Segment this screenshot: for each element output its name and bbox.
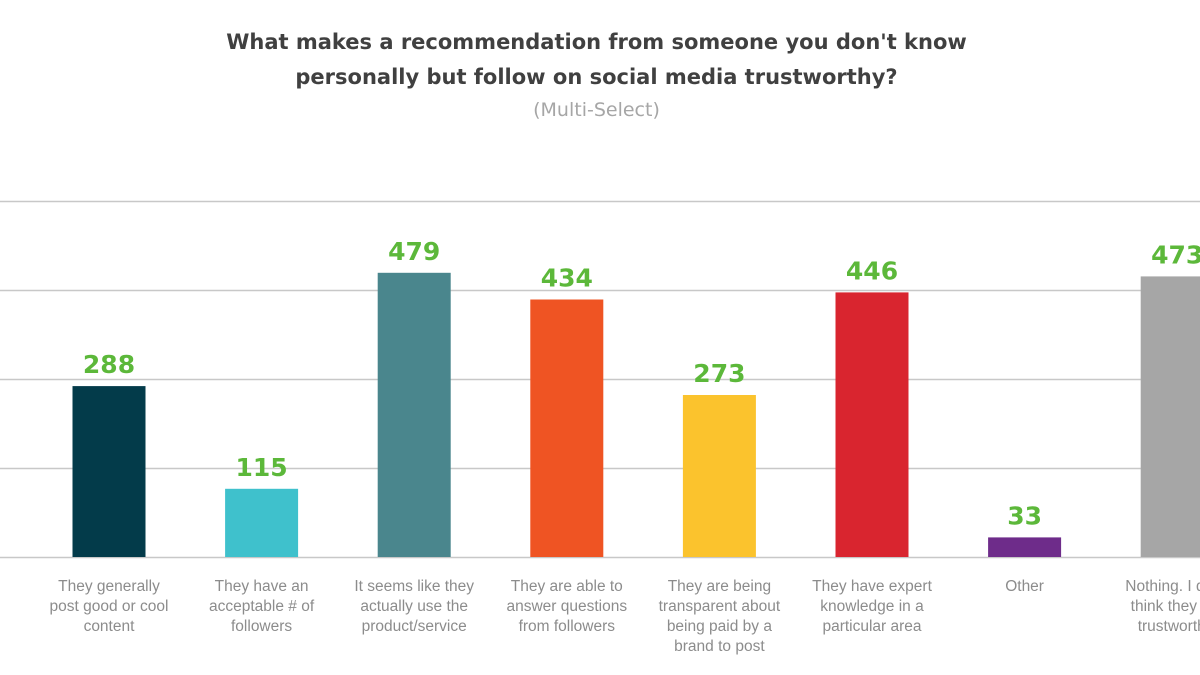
category-label-line: knowledge in a — [820, 598, 924, 615]
category-label-line: They have expert — [812, 578, 932, 595]
category-label-line: think they are — [1130, 598, 1200, 615]
chart-subtitle: (Multi-Select) — [533, 99, 660, 121]
bar-value-label: 115 — [236, 453, 288, 482]
bar — [530, 299, 604, 557]
category-label: They are able to answer questions from fol… — [492, 577, 642, 637]
category-label-line: followers — [231, 618, 293, 635]
bar-value-label: 273 — [693, 359, 745, 388]
category-label-line: being paid by a — [666, 618, 772, 635]
category-label-line: answer questions — [506, 598, 628, 615]
category-label-line: They generally — [58, 578, 160, 595]
category-label-line: product/service — [361, 618, 467, 635]
category-label-line: They are able to — [510, 578, 623, 595]
bar — [377, 272, 451, 557]
category-label: It seems like they actually use the produc… — [339, 577, 489, 637]
category-label-line: particular area — [822, 618, 922, 635]
category-label-line: transparent about — [658, 598, 781, 615]
category-label: They are being transparent about being pai… — [644, 577, 794, 657]
category-label: Nothing. I don't think they are trustworth… — [1102, 577, 1200, 637]
category-label-line: content — [83, 618, 135, 635]
category-label: Other — [950, 577, 1100, 597]
category-label-line: from followers — [518, 618, 616, 635]
bar-value-label: 288 — [83, 350, 135, 379]
category-label-line: actually use the — [360, 598, 469, 615]
bar-value-label: 33 — [1007, 501, 1042, 530]
bar — [988, 537, 1062, 557]
category-label-line: Nothing. I don't — [1125, 578, 1200, 595]
category-label-line: post good or cool — [49, 598, 169, 615]
bar-value-label: 446 — [846, 256, 898, 285]
category-label: They generally post good or cool content — [34, 577, 184, 637]
category-label-line: Other — [1005, 578, 1044, 595]
bar-value-label: 434 — [541, 264, 593, 293]
category-label: They have expert knowledge in a particular… — [797, 577, 947, 637]
category-label-line: They are being — [667, 578, 772, 595]
category-label-line: acceptable # of — [209, 598, 315, 615]
bar — [1140, 276, 1200, 557]
bar — [835, 292, 909, 557]
bar-value-label: 479 — [388, 237, 440, 266]
category-label-line: brand to post — [674, 638, 765, 655]
category-label-line: trustworthy. — [1137, 618, 1200, 635]
bar-value-label: 473 — [1151, 240, 1200, 269]
bar — [72, 386, 146, 557]
bar — [225, 488, 299, 557]
category-label-line: They have an — [214, 578, 309, 595]
bar — [682, 395, 756, 557]
category-label-line: It seems like they — [354, 578, 475, 595]
category-label: They have an acceptable # of followers — [187, 577, 337, 637]
chart-title-line-1: What makes a recommendation from someone… — [226, 30, 967, 54]
chart-title-line-2: personally but follow on social media tr… — [295, 65, 898, 89]
